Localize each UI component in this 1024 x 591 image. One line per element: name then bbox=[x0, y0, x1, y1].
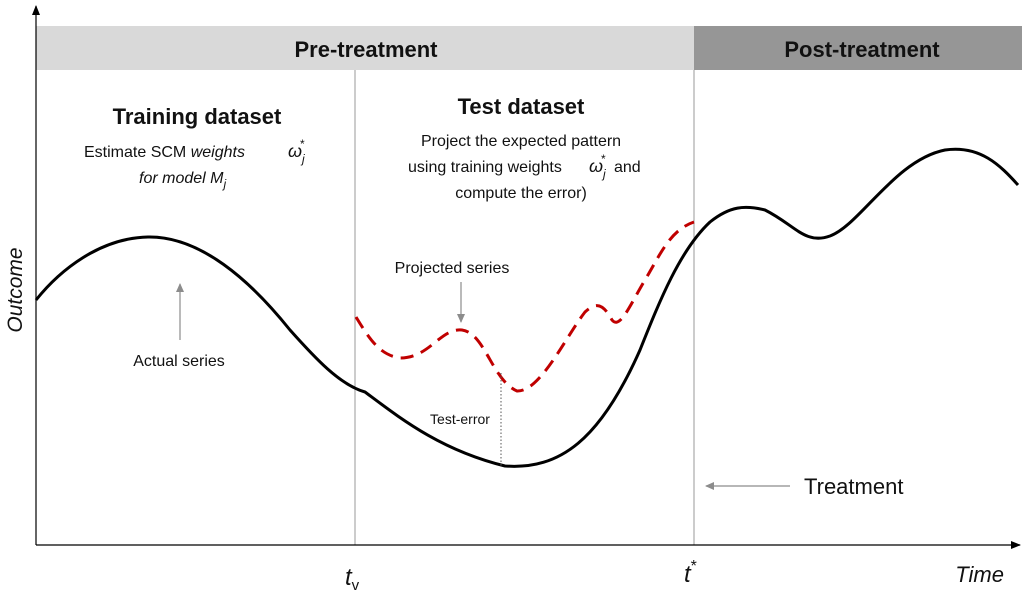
training-omega: ω bbox=[288, 141, 302, 161]
tick-label-tstar: t* bbox=[684, 558, 697, 588]
test-omega: ω bbox=[589, 156, 603, 176]
actual-series-curve bbox=[34, 147, 1020, 468]
test-line-3: compute the error) bbox=[455, 185, 587, 202]
training-line-1-prefix: Estimate SCM bbox=[84, 144, 191, 161]
post-treatment-band bbox=[694, 26, 1022, 70]
pre-treatment-label: Pre-treatment bbox=[294, 37, 438, 62]
test-line-2-prefix: using training weights bbox=[408, 159, 562, 176]
test-omega-superscript: * bbox=[601, 152, 606, 166]
training-line-2-subscript: j bbox=[221, 177, 226, 191]
x-axis-label: Time bbox=[955, 562, 1004, 587]
test-dataset-title: Test dataset bbox=[458, 94, 585, 119]
projected-series-curve bbox=[354, 220, 695, 393]
treatment-label: Treatment bbox=[804, 474, 903, 499]
training-line-1: Estimate SCM weights ωj* bbox=[84, 137, 305, 166]
tick-tv-subscript: v bbox=[352, 577, 360, 591]
training-omega-superscript: * bbox=[300, 137, 305, 151]
tick-label-tv: tv bbox=[345, 564, 360, 591]
test-error-label: Test-error bbox=[430, 411, 490, 427]
test-line-1: Project the expected pattern bbox=[421, 133, 621, 150]
tick-tstar-main: t bbox=[684, 561, 692, 588]
training-line-1-italic: weights bbox=[191, 144, 245, 161]
test-omega-subscript: j bbox=[601, 167, 606, 181]
tick-tstar-superscript: * bbox=[691, 558, 697, 575]
training-omega-subscript: j bbox=[300, 152, 305, 166]
projected-series-label: Projected series bbox=[395, 260, 510, 277]
training-dataset-title: Training dataset bbox=[113, 104, 282, 129]
post-treatment-label: Post-treatment bbox=[784, 37, 940, 62]
tick-tv-main: t bbox=[345, 564, 353, 591]
actual-series-label: Actual series bbox=[133, 353, 225, 370]
training-line-2-italic: for model M bbox=[139, 170, 224, 187]
training-line-2: for model Mj bbox=[139, 170, 226, 191]
pre-treatment-band bbox=[36, 26, 694, 70]
test-line-2: using training weights ωj* and bbox=[408, 152, 641, 181]
test-line-2-suffix: and bbox=[614, 159, 641, 176]
y-axis-label: Outcome bbox=[4, 247, 27, 332]
